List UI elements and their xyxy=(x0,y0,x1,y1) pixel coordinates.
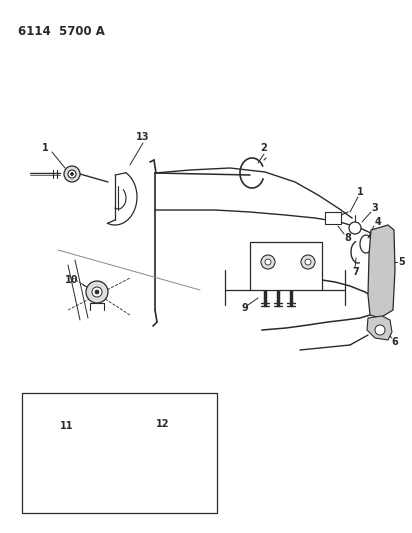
Circle shape xyxy=(305,259,311,265)
Bar xyxy=(250,242,322,290)
Circle shape xyxy=(301,255,315,269)
Circle shape xyxy=(134,446,138,448)
Circle shape xyxy=(156,440,170,454)
Circle shape xyxy=(150,434,176,460)
Bar xyxy=(325,212,341,224)
Text: 4: 4 xyxy=(375,217,382,227)
Circle shape xyxy=(126,446,129,448)
Text: 1: 1 xyxy=(357,187,363,197)
Circle shape xyxy=(64,166,80,182)
Text: 13: 13 xyxy=(136,132,150,142)
Circle shape xyxy=(131,446,133,448)
Text: 3: 3 xyxy=(372,203,378,213)
Text: 6114  5700 A: 6114 5700 A xyxy=(18,25,105,38)
Circle shape xyxy=(375,325,385,335)
Text: 10: 10 xyxy=(65,275,79,285)
Text: 2: 2 xyxy=(261,143,267,153)
Circle shape xyxy=(86,281,108,303)
Circle shape xyxy=(147,446,150,448)
Polygon shape xyxy=(367,316,392,340)
Text: 7: 7 xyxy=(353,267,359,277)
Text: 11: 11 xyxy=(60,421,74,431)
Circle shape xyxy=(70,173,73,175)
Bar xyxy=(22,393,217,513)
Circle shape xyxy=(95,290,99,294)
Polygon shape xyxy=(368,225,395,318)
Circle shape xyxy=(196,442,206,452)
Circle shape xyxy=(265,259,271,265)
Circle shape xyxy=(349,222,361,234)
Text: 12: 12 xyxy=(156,419,170,429)
Text: 1: 1 xyxy=(42,143,48,153)
Text: W/ISOLATOR: W/ISOLATOR xyxy=(96,497,143,505)
Circle shape xyxy=(92,287,102,297)
Circle shape xyxy=(68,170,76,178)
Circle shape xyxy=(138,446,141,448)
Text: 9: 9 xyxy=(241,303,248,313)
Text: 8: 8 xyxy=(344,233,351,243)
Text: 6: 6 xyxy=(392,337,398,347)
Text: 5: 5 xyxy=(399,257,405,267)
Circle shape xyxy=(76,443,84,451)
Circle shape xyxy=(122,446,126,448)
Circle shape xyxy=(150,446,154,448)
Circle shape xyxy=(72,439,88,455)
Circle shape xyxy=(261,255,275,269)
Circle shape xyxy=(119,446,122,448)
Circle shape xyxy=(143,446,145,448)
Circle shape xyxy=(160,444,166,450)
Circle shape xyxy=(115,446,117,448)
